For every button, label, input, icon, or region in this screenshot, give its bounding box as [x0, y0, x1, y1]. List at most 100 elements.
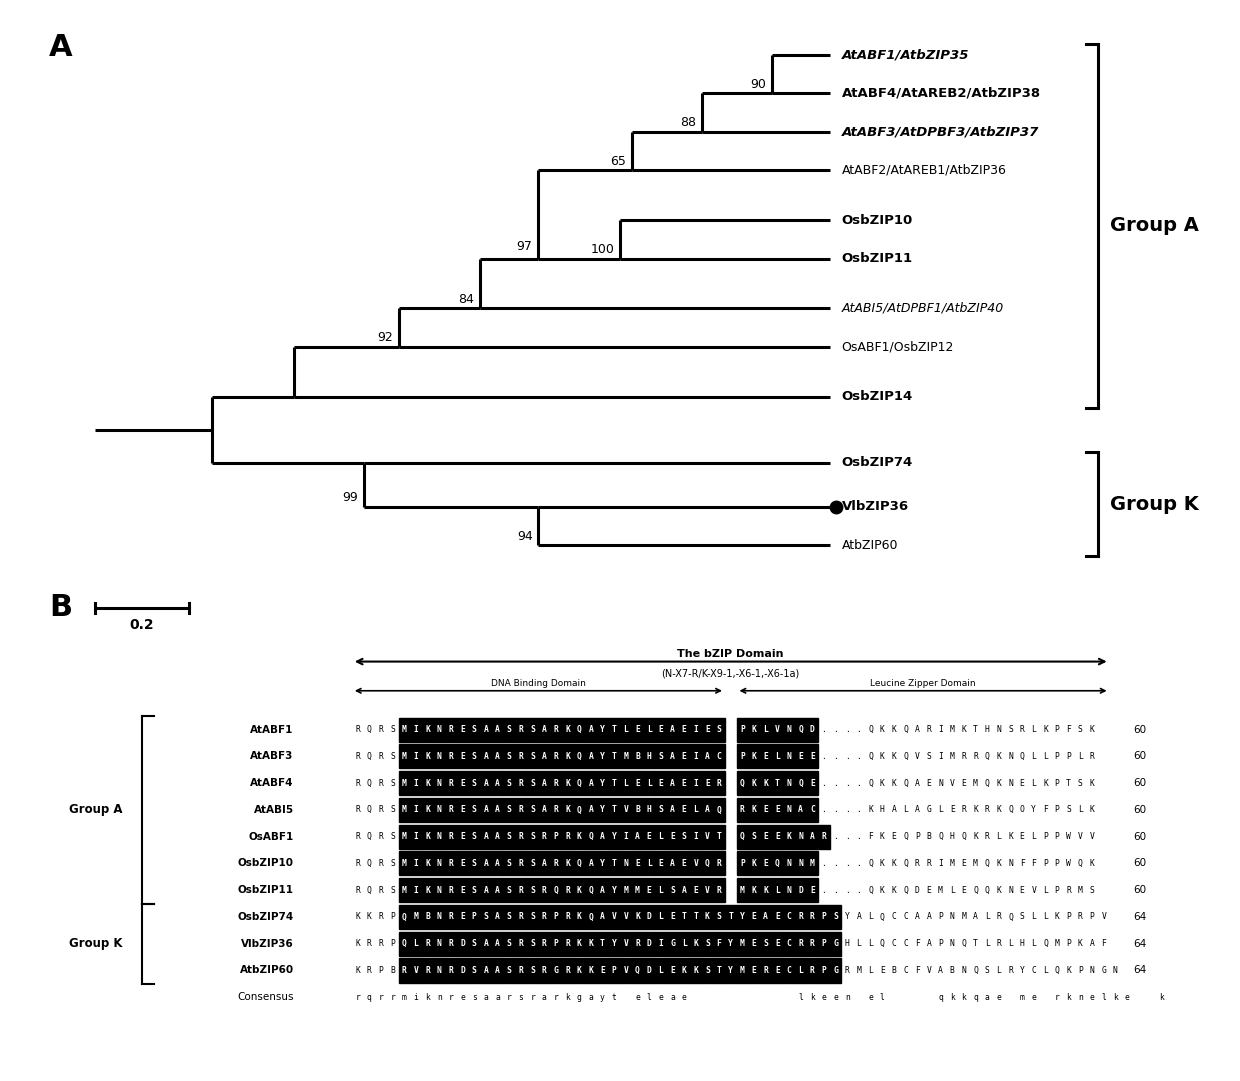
Text: A: A: [48, 32, 72, 62]
Bar: [596, 718, 609, 742]
Text: Q: Q: [402, 912, 407, 921]
Text: S: S: [531, 752, 534, 761]
Bar: [410, 905, 422, 929]
Text: R: R: [518, 859, 523, 868]
Bar: [596, 825, 609, 849]
Text: A: A: [589, 778, 593, 788]
Text: R: R: [565, 912, 570, 921]
Text: E: E: [775, 832, 780, 841]
Text: E: E: [460, 832, 465, 841]
Text: K: K: [880, 832, 884, 841]
Bar: [667, 905, 678, 929]
Text: K: K: [356, 939, 360, 948]
Bar: [760, 771, 771, 796]
Text: e: e: [1125, 992, 1130, 1002]
Text: Y: Y: [740, 912, 745, 921]
Bar: [562, 878, 573, 903]
Text: A: A: [589, 752, 593, 761]
Bar: [702, 852, 713, 876]
Bar: [596, 932, 609, 956]
Text: AtABF1/AtbZIP35: AtABF1/AtbZIP35: [842, 49, 968, 62]
Text: Q: Q: [740, 832, 745, 841]
Text: N: N: [961, 966, 966, 975]
Bar: [480, 878, 492, 903]
Bar: [678, 878, 689, 903]
Bar: [713, 771, 725, 796]
Text: D: D: [460, 966, 465, 975]
Text: E: E: [764, 805, 768, 814]
Text: A: A: [542, 752, 547, 761]
Bar: [551, 959, 562, 983]
Bar: [771, 771, 784, 796]
Bar: [760, 825, 771, 849]
Bar: [492, 771, 503, 796]
Text: R: R: [822, 832, 826, 841]
Text: .: .: [857, 778, 862, 788]
Text: N: N: [1090, 966, 1095, 975]
Bar: [806, 745, 818, 769]
Text: A: A: [973, 912, 978, 921]
Text: P: P: [391, 939, 396, 948]
Text: D: D: [647, 966, 651, 975]
Text: P: P: [1055, 885, 1059, 895]
Text: E: E: [658, 859, 663, 868]
Text: S: S: [1008, 725, 1013, 734]
Bar: [760, 718, 771, 742]
Bar: [620, 771, 631, 796]
Text: R: R: [449, 966, 454, 975]
Text: E: E: [751, 912, 756, 921]
Text: S: S: [717, 725, 722, 734]
Text: A: A: [495, 859, 500, 868]
Text: T: T: [611, 859, 616, 868]
Text: S: S: [1078, 778, 1083, 788]
Text: L: L: [658, 912, 663, 921]
Bar: [434, 718, 445, 742]
Text: L: L: [985, 912, 990, 921]
Bar: [760, 878, 771, 903]
Bar: [456, 825, 469, 849]
Text: K: K: [892, 859, 897, 868]
Text: R: R: [915, 859, 920, 868]
Bar: [702, 771, 713, 796]
Bar: [830, 932, 842, 956]
Text: S: S: [531, 885, 534, 895]
Text: V: V: [706, 885, 709, 895]
Text: R: R: [378, 832, 383, 841]
Bar: [713, 798, 725, 822]
Text: AtABI5/AtDPBF1/AtbZIP40: AtABI5/AtDPBF1/AtbZIP40: [842, 302, 1003, 315]
Bar: [398, 905, 410, 929]
Text: .: .: [857, 805, 862, 814]
Text: F: F: [915, 939, 920, 948]
Text: T: T: [717, 966, 722, 975]
Text: N: N: [786, 859, 791, 868]
Text: Q: Q: [880, 939, 884, 948]
Text: k: k: [1114, 992, 1117, 1002]
Bar: [644, 905, 655, 929]
Text: l: l: [799, 992, 804, 1002]
Text: S: S: [391, 725, 396, 734]
Text: G: G: [833, 966, 838, 975]
Bar: [702, 959, 713, 983]
Text: l: l: [1101, 992, 1106, 1002]
Bar: [503, 825, 515, 849]
Text: M: M: [402, 859, 407, 868]
Text: .: .: [857, 832, 862, 841]
Bar: [620, 798, 631, 822]
Text: A: A: [484, 725, 489, 734]
Bar: [713, 905, 725, 929]
Text: A: A: [589, 859, 593, 868]
Bar: [631, 825, 644, 849]
Text: i: i: [414, 992, 418, 1002]
Bar: [527, 852, 538, 876]
Text: S: S: [472, 966, 476, 975]
Text: W: W: [1066, 832, 1071, 841]
Text: R: R: [985, 805, 990, 814]
Text: P: P: [1043, 832, 1048, 841]
Text: R: R: [1090, 752, 1095, 761]
Bar: [422, 905, 434, 929]
Text: K: K: [997, 805, 1001, 814]
Text: N: N: [1008, 778, 1013, 788]
Text: S: S: [472, 832, 476, 841]
Text: E: E: [775, 966, 780, 975]
Text: n: n: [844, 992, 849, 1002]
